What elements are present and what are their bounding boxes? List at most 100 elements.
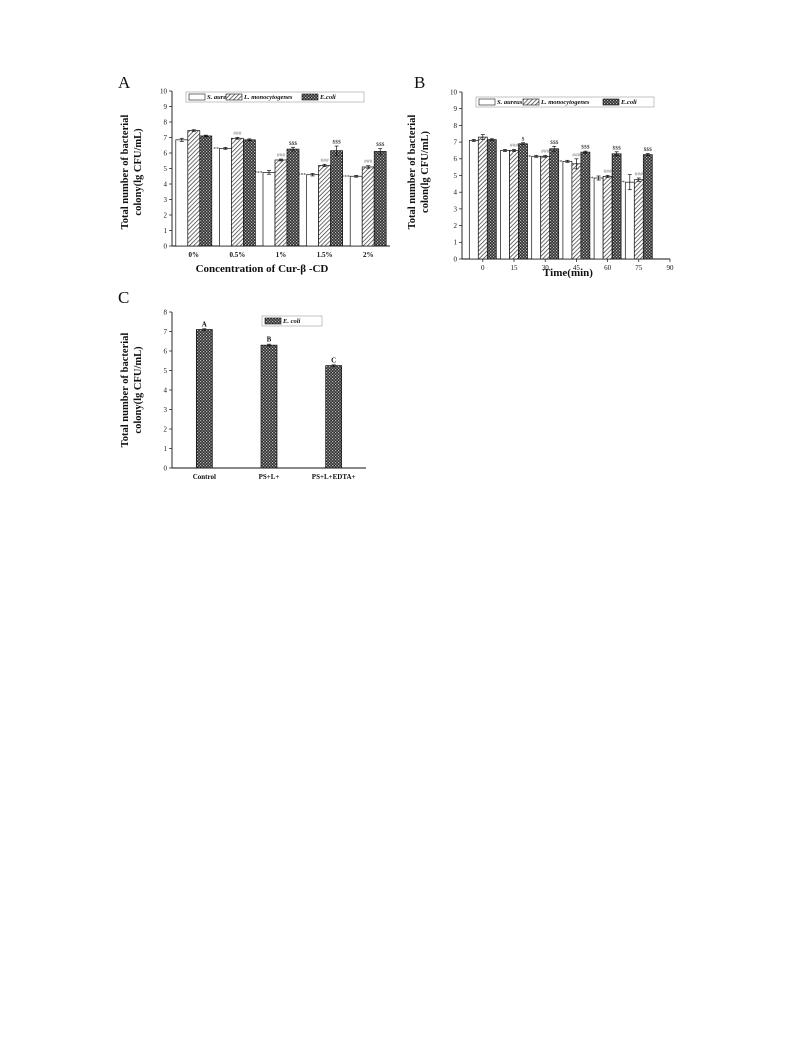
bar (231, 137, 244, 247)
x-tick-label: 0% (189, 251, 200, 259)
y-axis-label-b: Total number of bacterial colon(lg CFU/m… (407, 115, 431, 230)
significance-label: A (202, 320, 207, 328)
significance-label: ### (320, 158, 329, 164)
y-tick-label: 6 (454, 155, 458, 163)
plot-area-c: 0 1 2 3 4 5 6 7 8 Control PS+L+ PS+L+EDTA+ A B C E. col… (164, 308, 366, 481)
bar (274, 159, 288, 247)
y-tick-label: 0 (454, 255, 458, 263)
legend (475, 96, 655, 108)
legend-swatch (602, 98, 620, 106)
y-tick-label: 6 (164, 149, 168, 157)
bar (286, 148, 300, 247)
significance-label: $$$ (332, 139, 341, 146)
y-tick-label: 7 (454, 139, 458, 147)
y-axis-label-line-2: colony(lg CFU/mL) (133, 346, 144, 434)
significance-label: *** (254, 170, 263, 176)
bar (540, 155, 551, 260)
bar (602, 175, 613, 260)
significance-label: ### (635, 172, 644, 178)
legend-label: S. aureus (497, 99, 523, 106)
bar (531, 155, 542, 260)
y-axis-label-c: Total number of bacterial colony(lg CFU/… (120, 333, 144, 448)
significance-label: ### (572, 152, 581, 158)
bar (175, 139, 189, 247)
y-tick-label: 7 (164, 134, 168, 142)
y-tick-label: 5 (454, 172, 458, 180)
y-tick-label: 1 (454, 239, 458, 247)
y-tick-label: 3 (164, 196, 168, 204)
bar (611, 153, 622, 260)
legend-label: L. monocytogenes (540, 99, 590, 106)
bar (486, 139, 497, 260)
x-tick-label: 90 (667, 264, 675, 272)
x-tick-label: 1% (276, 251, 287, 259)
bar (219, 147, 232, 247)
y-tick-label: 9 (454, 105, 458, 113)
x-tick-label: 2% (363, 251, 374, 259)
significance-label: $$$ (612, 144, 621, 151)
y-tick-label: 4 (164, 386, 168, 394)
bar (633, 179, 644, 260)
y-tick-label: 1 (164, 227, 168, 235)
legend-swatch (225, 93, 243, 101)
y-tick-label: 0 (164, 464, 168, 472)
significance-label: B (267, 336, 272, 344)
significance-label: *** (298, 173, 307, 179)
bar (260, 344, 278, 469)
x-axis-label-b: Time(min) (543, 267, 593, 279)
x-tick-label: 75 (635, 264, 643, 272)
plot-area-b: 0123456789100153045607590************###… (450, 88, 674, 272)
chart-panel-b: B Total number of bacterial colon(lg CFU… (407, 73, 674, 279)
significance-label: $$$ (581, 144, 590, 151)
y-tick-label: 7 (164, 328, 168, 336)
y-axis-label-line-1: Total number of bacterial (120, 333, 131, 448)
x-tick-label: Control (193, 473, 216, 481)
x-tick-label: 30 (542, 264, 550, 272)
legend-swatch (301, 93, 319, 101)
bar (306, 174, 319, 247)
legend-label: E.coli (620, 99, 637, 106)
y-tick-label: 2 (164, 425, 168, 433)
x-tick-label: PS+L+EDTA+ (312, 473, 356, 481)
x-tick-label: 0 (481, 264, 485, 272)
significance-label: $$$ (550, 139, 559, 146)
y-tick-label: 8 (454, 122, 458, 130)
bar (330, 150, 343, 247)
y-tick-label: 9 (164, 103, 168, 111)
bar (477, 136, 488, 260)
bar (199, 135, 213, 247)
y-axis-label-a: Total number of bacterial colony(lg CFU/… (120, 115, 144, 230)
chart-panel-a: A Total number of bacterial colony(lg CF… (118, 73, 390, 275)
x-tick-label: 1.5% (317, 251, 333, 259)
bar (361, 166, 375, 247)
x-axis-label-a: Concentration of Cur-β -CD (196, 263, 329, 275)
bar (325, 365, 343, 469)
significance-label: ### (603, 169, 612, 175)
legend-swatch (478, 98, 496, 106)
legend-swatch (264, 317, 282, 325)
y-tick-label: 8 (164, 118, 168, 126)
legend (185, 91, 365, 103)
y-axis-label-line-1: Total number of bacterial (120, 115, 131, 230)
y-tick-label: 2 (164, 211, 168, 219)
bar (509, 150, 519, 260)
x-tick-label: PS+L+ (259, 473, 280, 481)
bar (562, 160, 573, 260)
bar (187, 130, 201, 247)
legend-label: E.coli (319, 94, 336, 101)
significance-label: $ (522, 135, 525, 142)
significance-label: ### (233, 131, 242, 137)
legend-swatch (522, 98, 540, 106)
significance-label: $$$ (289, 140, 298, 147)
panel-letter-b: B (414, 73, 425, 92)
bar (518, 143, 528, 260)
y-tick-label: 4 (164, 180, 168, 188)
legend-label: E. coli (282, 318, 301, 325)
bar (243, 139, 256, 247)
panel-letter-a: A (118, 73, 131, 92)
legend-swatch (188, 93, 206, 101)
y-tick-label: 10 (160, 87, 168, 95)
y-tick-label: 1 (164, 445, 168, 453)
legend-label: L. monocytogenes (243, 94, 293, 101)
